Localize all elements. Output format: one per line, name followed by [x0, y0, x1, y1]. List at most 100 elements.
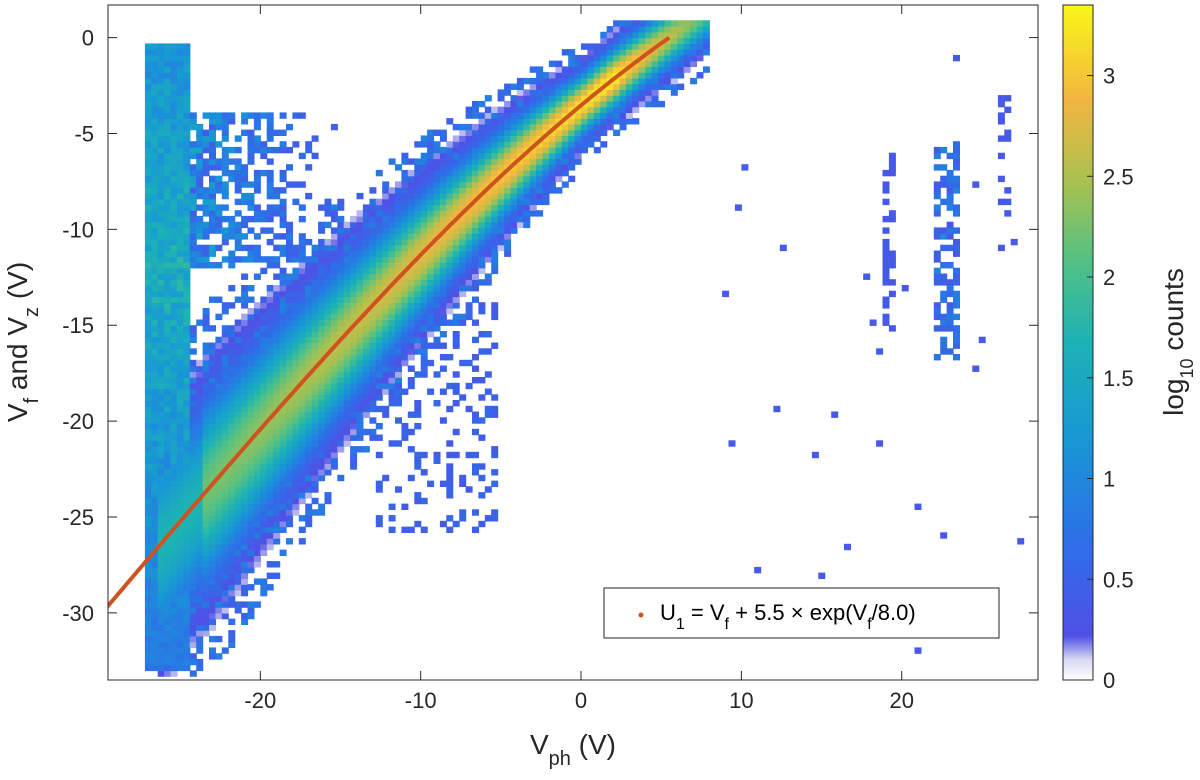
heatmap-cell [241, 572, 249, 579]
heatmap-cell [234, 538, 242, 545]
heatmap-cell [362, 296, 370, 303]
heatmap-cell [298, 262, 306, 269]
heatmap-cell [228, 492, 236, 499]
heatmap-cell [337, 365, 345, 372]
heatmap-cell [946, 175, 954, 183]
heatmap-cell [221, 388, 229, 395]
heatmap-cell [189, 630, 197, 637]
heatmap-cell [401, 336, 409, 344]
heatmap-cell [491, 164, 499, 171]
heatmap-cell [606, 60, 614, 67]
heatmap-cell [472, 417, 479, 424]
heatmap-cell [452, 238, 460, 246]
heatmap-cell [478, 123, 486, 131]
heatmap-cell [888, 158, 896, 165]
heatmap-cell [196, 405, 204, 413]
heatmap-cell [176, 141, 184, 148]
heatmap-cell [414, 405, 422, 413]
heatmap-cell [478, 187, 486, 194]
heatmap-cell [234, 566, 242, 574]
heatmap-cell [144, 187, 152, 194]
heatmap-cell [209, 135, 216, 142]
heatmap-cell [170, 595, 178, 602]
heatmap-cell [651, 95, 659, 102]
heatmap-cell [196, 463, 204, 470]
heatmap-cell [401, 227, 409, 234]
heatmap-cell [311, 273, 319, 280]
heatmap-cell [183, 95, 191, 102]
heatmap-cell [632, 37, 640, 44]
heatmap-cell [228, 215, 236, 223]
heatmap-cell [305, 238, 313, 246]
heatmap-cell [330, 331, 338, 338]
heatmap-cell [330, 308, 338, 315]
heatmap-cell [433, 290, 441, 298]
heatmap-cell [574, 158, 582, 165]
heatmap-cell [337, 198, 345, 206]
heatmap-cell [395, 204, 402, 211]
heatmap-cell [318, 411, 326, 418]
heatmap-cell [318, 331, 326, 338]
heatmap-cell [395, 319, 402, 326]
heatmap-cell [497, 146, 505, 154]
heatmap-cell [324, 469, 332, 476]
heatmap-cell [151, 526, 159, 533]
heatmap-cell [343, 336, 351, 344]
heatmap-cell [324, 290, 332, 298]
heatmap-cell [189, 658, 197, 666]
heatmap-cell [946, 319, 954, 326]
heatmap-cell [247, 336, 255, 344]
heatmap-cell [407, 377, 415, 384]
heatmap-cell [176, 118, 184, 125]
heatmap-cell [183, 578, 191, 585]
heatmap-cell [548, 129, 556, 136]
heatmap-cell [196, 152, 204, 160]
heatmap-cell [529, 192, 537, 200]
heatmap-cell [362, 313, 370, 321]
heatmap-cell [343, 405, 351, 413]
heatmap-cell [427, 164, 435, 171]
heatmap-cell [164, 624, 172, 631]
heatmap-cell [157, 66, 165, 73]
heatmap-cell [542, 95, 550, 102]
heatmap-cell [433, 325, 441, 332]
heatmap-cell [215, 457, 223, 464]
heatmap-cell [953, 354, 960, 361]
heatmap-cell [382, 233, 390, 240]
heatmap-cell [151, 641, 159, 648]
heatmap-cell [144, 267, 152, 275]
heatmap-cell [516, 192, 524, 200]
heatmap-cell [170, 262, 178, 269]
heatmap-cell [446, 486, 454, 493]
heatmap-cell [677, 49, 685, 56]
heatmap-cell [561, 118, 569, 125]
heatmap-cell [164, 572, 172, 579]
heatmap-cell [183, 526, 191, 533]
heatmap-cell [241, 394, 249, 401]
heatmap-cell [914, 647, 922, 654]
heatmap-cell [189, 146, 197, 154]
heatmap-cell [183, 601, 191, 608]
heatmap-cell [176, 417, 184, 424]
heatmap-cell [625, 26, 633, 33]
heatmap-cell [343, 411, 351, 418]
heatmap-cell [446, 302, 454, 309]
heatmap-cell [343, 285, 351, 292]
heatmap-cell [446, 204, 454, 211]
heatmap-cell [658, 26, 665, 33]
heatmap-cell [209, 561, 216, 568]
heatmap-cell [388, 325, 396, 332]
legend[interactable]: U1 = Vf + 5.5 × exp(Vf/8.0) [603, 587, 1000, 639]
heatmap-cell [330, 423, 338, 430]
heatmap-cell [427, 204, 435, 211]
heatmap-cell [350, 342, 358, 349]
heatmap-cell [151, 630, 159, 637]
heatmap-cell [189, 164, 197, 171]
heatmap-cell [625, 37, 633, 44]
heatmap-cell [330, 440, 338, 447]
heatmap-cell [645, 100, 653, 108]
heatmap-cell [266, 428, 274, 436]
heatmap-cell [350, 405, 358, 413]
heatmap-cell [144, 486, 152, 493]
heatmap-cell [407, 319, 415, 326]
